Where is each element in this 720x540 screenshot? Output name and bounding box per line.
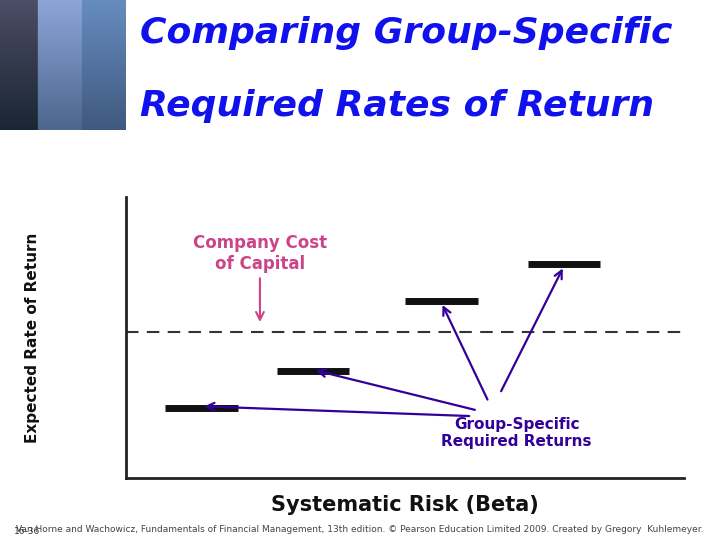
Text: Company Cost
of Capital: Company Cost of Capital [193,234,327,320]
Text: Comparing Group-Specific: Comparing Group-Specific [140,16,672,50]
Text: 16-36: 16-36 [14,526,40,536]
Text: Group-Specific
Required Returns: Group-Specific Required Returns [441,417,592,449]
Text: Van Horne and Wachowicz, Fundamentals of Financial Management, 13th edition. © P: Van Horne and Wachowicz, Fundamentals of… [17,524,703,534]
Text: Expected Rate of Return: Expected Rate of Return [25,232,40,443]
Text: Systematic Risk (Beta): Systematic Risk (Beta) [271,495,539,515]
Text: Required Rates of Return: Required Rates of Return [140,89,654,123]
